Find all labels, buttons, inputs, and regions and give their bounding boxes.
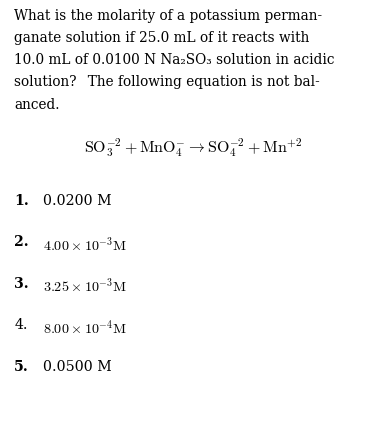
Text: 5.: 5. xyxy=(14,360,29,374)
Text: 10.0 mL of 0.0100 N: 10.0 mL of 0.0100 N xyxy=(0,423,1,424)
Text: $\mathrm{SO_3^{-2} + MnO_4^{-} \rightarrow SO_4^{-2} + Mn^{+2}}$: $\mathrm{SO_3^{-2} + MnO_4^{-} \rightarr… xyxy=(84,137,303,159)
Text: solution?  The following equation is not bal-: solution? The following equation is not … xyxy=(14,75,320,89)
Text: 2.: 2. xyxy=(14,235,29,249)
Text: 3.: 3. xyxy=(14,277,29,291)
Text: 0.0200 M: 0.0200 M xyxy=(43,194,111,208)
Text: ganate solution if 25.0 mL of it reacts with: ganate solution if 25.0 mL of it reacts … xyxy=(14,31,310,45)
Text: 10.0 mL of 0.0100 N: 10.0 mL of 0.0100 N xyxy=(0,423,1,424)
Text: $\mathrm{4.00 \times 10^{-3} M}$: $\mathrm{4.00 \times 10^{-3} M}$ xyxy=(43,235,127,254)
Text: 4.: 4. xyxy=(14,318,28,332)
Text: 0.0500 M: 0.0500 M xyxy=(43,360,112,374)
Text: What is the molarity of a potassium perman-: What is the molarity of a potassium perm… xyxy=(14,9,322,23)
Text: $\mathrm{8.00 \times 10^{-4} M}$: $\mathrm{8.00 \times 10^{-4} M}$ xyxy=(43,318,127,338)
Text: 10.0 mL of 0.0100 N Na₂SO₃ solution in acidic: 10.0 mL of 0.0100 N Na₂SO₃ solution in a… xyxy=(14,53,335,67)
Text: 1.: 1. xyxy=(14,194,29,208)
Text: anced.: anced. xyxy=(14,98,60,112)
Text: $\mathrm{3.25 \times 10^{-3} M}$: $\mathrm{3.25 \times 10^{-3} M}$ xyxy=(43,277,127,296)
